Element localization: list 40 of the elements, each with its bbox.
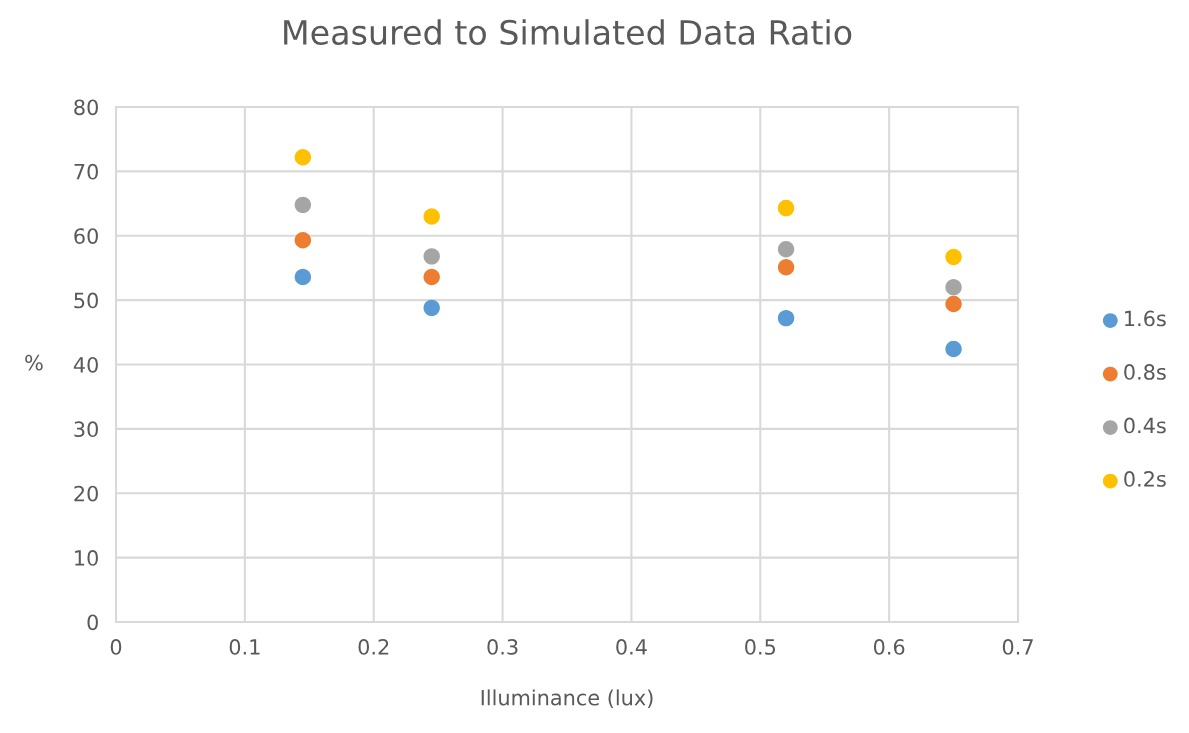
x-tick-label: 0.6 bbox=[873, 639, 905, 655]
legend-label: 0.2s bbox=[1124, 471, 1166, 487]
point bbox=[423, 268, 440, 286]
point bbox=[945, 295, 962, 313]
point bbox=[423, 248, 440, 265]
point bbox=[945, 279, 962, 296]
point bbox=[777, 199, 795, 217]
y-tick-label: 0 bbox=[87, 614, 98, 631]
point bbox=[423, 299, 440, 317]
x-tick-label: 0.2 bbox=[358, 639, 389, 655]
chart-title: Measured to Simulated Data Ratio bbox=[284, 19, 852, 45]
legend-label: 0.4s bbox=[1124, 417, 1166, 434]
y-tick-label: 70 bbox=[74, 163, 98, 180]
x-tick-label: 0.4 bbox=[616, 639, 647, 655]
legend-label: 1.6s bbox=[1125, 310, 1166, 327]
y-tick-label: 40 bbox=[73, 356, 98, 373]
y-tick-label: 60 bbox=[74, 228, 98, 244]
x-tick-label: 0.5 bbox=[745, 639, 776, 655]
point bbox=[423, 208, 440, 225]
point bbox=[777, 241, 795, 258]
legend-label: 0.8s bbox=[1124, 364, 1166, 380]
x-tick-label: 0.3 bbox=[487, 639, 518, 655]
point bbox=[777, 259, 795, 276]
point bbox=[294, 149, 312, 166]
y-tick-label: 50 bbox=[74, 292, 98, 309]
x-tick-label: 0.1 bbox=[229, 639, 260, 655]
point bbox=[294, 268, 312, 286]
point bbox=[294, 196, 312, 214]
y-tick-label: 20 bbox=[74, 485, 98, 502]
y-axis-title: % bbox=[25, 354, 43, 371]
y-tick-label: 30 bbox=[74, 421, 98, 438]
x-axis-title: Illuminance (lux) bbox=[481, 689, 653, 708]
point bbox=[945, 248, 962, 266]
x-tick-label: 0.7 bbox=[1002, 639, 1033, 655]
point bbox=[945, 340, 962, 358]
x-tick-label: 0 bbox=[110, 639, 122, 655]
y-tick-label: 10 bbox=[75, 550, 98, 566]
point bbox=[294, 232, 312, 249]
y-tick-label: 80 bbox=[74, 99, 98, 116]
point bbox=[777, 309, 795, 327]
